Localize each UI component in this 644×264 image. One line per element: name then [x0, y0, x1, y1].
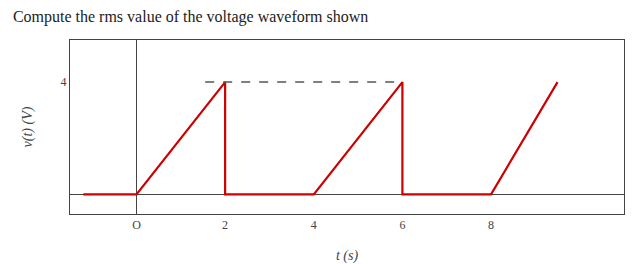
svg-text:4: 4	[311, 218, 317, 232]
svg-text:4: 4	[61, 75, 67, 89]
svg-text:v(t) (V): v(t) (V)	[20, 106, 36, 147]
svg-text:6: 6	[399, 218, 405, 232]
svg-text:8: 8	[488, 218, 494, 232]
svg-text:t (s): t (s)	[336, 248, 359, 264]
svg-text:2: 2	[222, 218, 228, 232]
svg-text:Compute the rms value of the v: Compute the rms value of the voltage wav…	[13, 8, 368, 26]
svg-text:O: O	[132, 218, 141, 232]
